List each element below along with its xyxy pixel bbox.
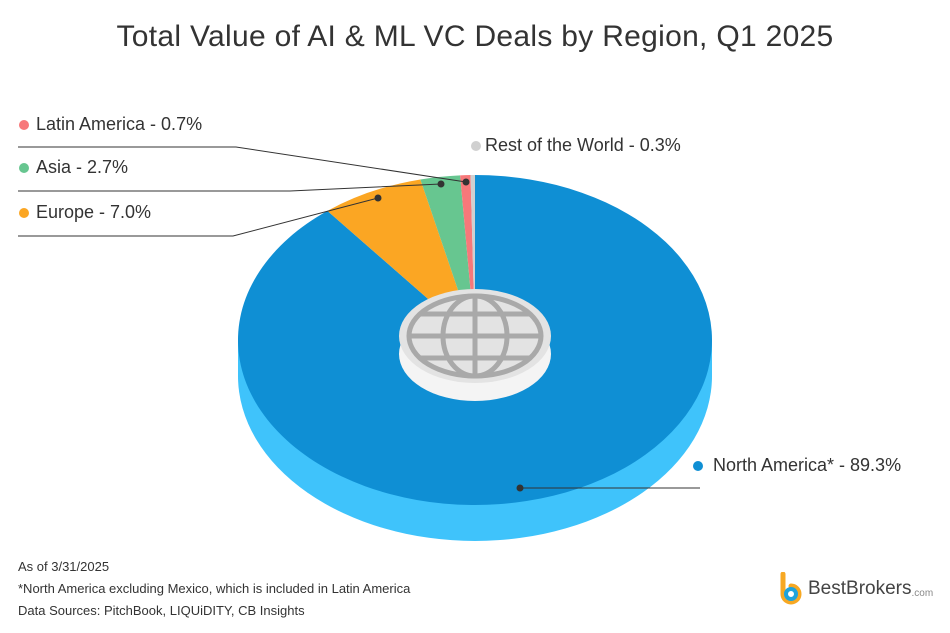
- leader-line-europe: [18, 197, 379, 237]
- leader-dot-latin-america: [462, 178, 470, 186]
- legend-marker-europe: [19, 208, 29, 218]
- legend-marker-rest-of-the-world: [471, 141, 481, 151]
- leader-dot-asia: [437, 180, 445, 188]
- bestbrokers-logo: BestBrokers .com: [778, 572, 933, 606]
- leader-dot-europe: [374, 194, 382, 202]
- label-asia: Asia - 2.7%: [36, 157, 128, 177]
- leader-dot-north-america-: [516, 484, 524, 492]
- footnote: *North America excluding Mexico, which i…: [18, 581, 411, 596]
- label-rest-of-the-world: Rest of the World - 0.3%: [485, 135, 681, 155]
- logo-suffix: .com: [911, 587, 934, 599]
- legend-marker-latin-america: [19, 120, 29, 130]
- legend-marker-asia: [19, 163, 29, 173]
- legend-marker-north-america-: [693, 461, 703, 471]
- logo-text: BestBrokers: [808, 578, 912, 599]
- label-north-america-: North America* - 89.3%: [713, 455, 901, 475]
- chart-title: Total Value of AI & ML VC Deals by Regio…: [116, 20, 834, 53]
- as-of-note: As of 3/31/2025: [18, 559, 110, 574]
- label-europe: Europe - 7.0%: [36, 202, 151, 222]
- leader-line-asia: [18, 183, 442, 192]
- label-latin-america: Latin America - 0.7%: [36, 114, 202, 134]
- data-sources: Data Sources: PitchBook, LIQUiDITY, CB I…: [18, 603, 305, 618]
- logo-icon: [780, 572, 802, 605]
- leader-line-latin-america: [18, 146, 467, 183]
